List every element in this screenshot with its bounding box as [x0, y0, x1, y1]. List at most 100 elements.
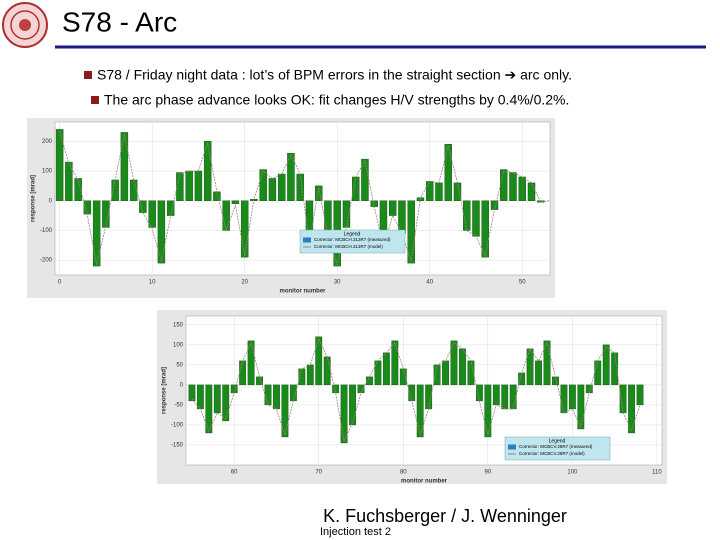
legend-box	[299, 229, 406, 254]
y-tick-label: 50	[176, 362, 183, 368]
x-axis-label: monitor number	[280, 289, 327, 295]
y-tick-label: 100	[42, 169, 53, 175]
y-tick-label: 200	[42, 139, 53, 145]
bar	[475, 384, 483, 402]
bar	[349, 384, 356, 426]
y-axis-label: response [mrad]	[162, 367, 168, 414]
bar	[361, 158, 369, 201]
y-axis-label: response [mrad]	[31, 175, 37, 222]
bar	[222, 200, 230, 231]
legend-title: Legend	[344, 231, 361, 237]
author: K. Fuchsberger / J. Wenninger	[323, 506, 567, 526]
bar	[527, 182, 536, 201]
bar	[636, 384, 644, 406]
y-tick-label: 0	[180, 382, 184, 388]
legend-box	[504, 436, 611, 461]
bar	[185, 170, 193, 201]
bar	[74, 178, 82, 201]
bar	[611, 352, 619, 386]
bar	[247, 340, 255, 386]
bar	[306, 364, 314, 386]
y-tick-label: -100	[171, 423, 184, 429]
bar	[408, 384, 416, 402]
y-tick-label: -50	[174, 402, 183, 408]
x-tick-label: 80	[400, 470, 407, 476]
bar	[560, 384, 568, 414]
slide-title: S78 - Arc	[62, 6, 177, 37]
bar	[240, 200, 249, 258]
bar	[323, 356, 331, 386]
bar	[602, 344, 610, 386]
bar	[416, 384, 424, 438]
bar	[509, 384, 517, 410]
bar	[230, 384, 238, 394]
bar	[129, 179, 138, 201]
y-tick-label: -150	[171, 443, 184, 449]
bar	[332, 384, 340, 394]
x-tick-label: 110	[652, 470, 662, 476]
bar	[526, 348, 534, 386]
bar	[205, 384, 213, 434]
x-tick-label: 50	[519, 280, 526, 286]
y-tick-label: -100	[40, 228, 53, 234]
bar	[594, 360, 602, 386]
bar	[65, 161, 73, 201]
bar	[500, 169, 508, 201]
y-tick-label: 150	[173, 322, 184, 328]
bar	[273, 384, 280, 410]
bar	[459, 348, 466, 386]
legend-label: Corrector: MCBCH.313R7 (measured)	[314, 237, 391, 242]
bar	[196, 384, 204, 410]
bar	[518, 176, 526, 201]
bar	[444, 144, 452, 201]
x-tick-label: 40	[426, 280, 433, 286]
footer: Injection test 2	[320, 526, 391, 538]
bar	[314, 185, 323, 201]
x-tick-label: 30	[334, 280, 341, 286]
bar	[55, 129, 64, 201]
bar	[268, 178, 277, 201]
x-axis-label: monitor number	[401, 479, 448, 485]
bar	[481, 200, 489, 258]
bar	[102, 200, 110, 228]
bar	[433, 364, 441, 386]
x-tick-label: 20	[241, 280, 248, 286]
bar	[213, 384, 221, 414]
bar	[426, 181, 434, 201]
bar	[92, 200, 101, 267]
y-tick-label: 100	[173, 342, 184, 348]
bar	[315, 336, 323, 386]
x-tick-label: 10	[149, 280, 156, 286]
x-tick-label: 100	[567, 470, 578, 476]
bar	[463, 200, 471, 231]
bar	[382, 352, 390, 386]
bar	[543, 340, 551, 386]
y-tick-label: -200	[40, 258, 53, 264]
bar	[340, 384, 348, 444]
bar	[388, 200, 397, 216]
bar	[264, 384, 272, 406]
bar	[194, 170, 203, 201]
bar	[111, 179, 119, 201]
bar	[509, 172, 517, 201]
bar	[120, 132, 129, 201]
logo	[2, 2, 48, 48]
bar	[298, 368, 306, 386]
legend-swatch	[303, 237, 311, 243]
bar	[296, 173, 304, 201]
bar	[568, 384, 576, 410]
y-tick-label: 0	[49, 198, 53, 204]
bar	[391, 340, 399, 386]
bar	[370, 200, 378, 207]
model-line	[191, 337, 641, 443]
bar	[374, 360, 382, 386]
bar	[231, 200, 240, 204]
x-tick-label: 0	[58, 280, 62, 286]
bar	[222, 384, 230, 422]
bar	[472, 200, 480, 237]
bullet: S78 / Friday night data : lot’s of BPM e…	[97, 67, 572, 83]
bar	[239, 360, 247, 386]
bar	[148, 200, 156, 228]
bar	[176, 172, 184, 201]
legend-title: Legend	[549, 438, 566, 444]
